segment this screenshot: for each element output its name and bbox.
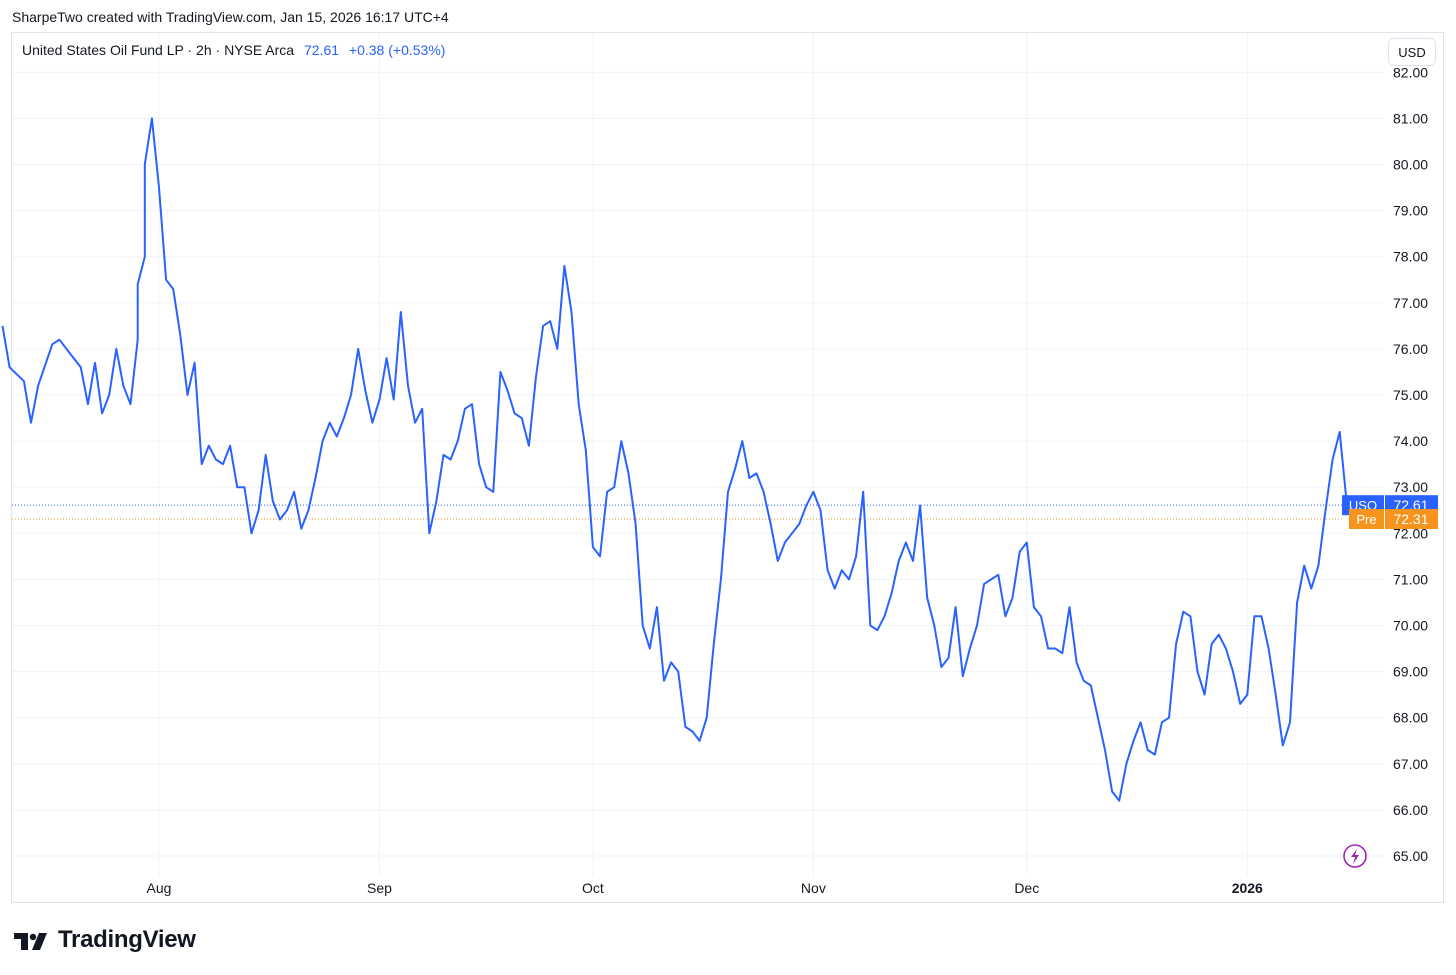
x-tick-label: 2026 (1232, 880, 1263, 896)
x-tick-label: Oct (582, 880, 604, 896)
y-tick-label: 80.00 (1393, 157, 1428, 173)
tradingview-logo-icon (14, 933, 47, 950)
y-tick-label: 73.00 (1393, 479, 1428, 495)
y-tick-label: 66.00 (1393, 802, 1428, 818)
last-price: 72.61 (303, 42, 340, 58)
price-axis-labels: 65.00 66.00 67.00 68.00 69.00 70.00 71.00 72.00… (1393, 64, 1428, 864)
x-tick-label: Nov (801, 880, 826, 896)
brand-name: TradingView (58, 926, 196, 953)
y-tick-label: 67.00 (1393, 756, 1428, 772)
chart-legend: United States Oil Fund LP · 2h · NYSE Ar… (22, 42, 445, 58)
symbol-description[interactable]: United States Oil Fund LP · 2h · NYSE Ar… (22, 42, 295, 58)
price-change: +0.38 (+0.53%) (348, 42, 446, 58)
y-tick-label: 79.00 (1393, 203, 1428, 219)
uso-price-series-line (1, 117, 1348, 802)
y-tick-label: 75.00 (1393, 387, 1428, 403)
y-tick-label: 65.00 (1393, 848, 1428, 864)
y-tick-label: 72.00 (1393, 525, 1428, 541)
y-tick-label: 69.00 (1393, 664, 1428, 680)
vertical-gridlines (158, 33, 1248, 876)
y-tick-label: 77.00 (1393, 295, 1428, 311)
y-tick-label: 68.00 (1393, 710, 1428, 726)
tradingview-brand[interactable]: TradingView (14, 926, 196, 954)
price-tag-pre-badge (1349, 509, 1384, 530)
price-tag-pre-value: 72.31 (1393, 511, 1428, 527)
y-tick-label: 82.00 (1393, 64, 1428, 80)
lightning-icon[interactable] (1343, 844, 1367, 868)
price-reference-lines (12, 504, 1342, 520)
y-tick-label: 74.00 (1393, 433, 1428, 449)
x-tick-label: Sep (367, 880, 392, 896)
time-axis-labels: Aug Sep Oct Nov Dec 2026 (147, 880, 1264, 896)
y-tick-label: 70.00 (1393, 618, 1428, 634)
chart-frame (11, 32, 1444, 903)
y-tick-label: 76.00 (1393, 341, 1428, 357)
x-tick-label: Aug (147, 880, 172, 896)
horizontal-gridlines (12, 71, 1384, 857)
y-tick-label: 71.00 (1393, 571, 1428, 587)
chart-caption: SharpeTwo created with TradingView.com, … (12, 9, 449, 25)
y-tick-label: 81.00 (1393, 110, 1428, 126)
y-tick-label: 78.00 (1393, 249, 1428, 265)
x-tick-label: Dec (1014, 880, 1039, 896)
currency-button[interactable]: USD (1388, 38, 1436, 66)
price-tag-pre-label: Pre (1356, 512, 1376, 527)
price-tag-pre-value-bg (1385, 509, 1438, 530)
